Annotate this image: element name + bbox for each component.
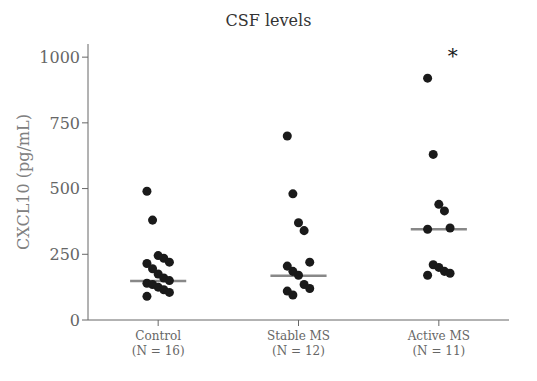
svg-text:0: 0: [70, 311, 80, 330]
svg-text:*: *: [448, 44, 458, 68]
svg-text:500: 500: [49, 179, 80, 198]
svg-text:Stable MS(N = 12): Stable MS(N = 12): [267, 329, 330, 358]
svg-text:Control(N = 16): Control(N = 16): [132, 329, 185, 358]
svg-text:750: 750: [49, 114, 80, 133]
svg-text:250: 250: [49, 245, 80, 264]
svg-text:1000: 1000: [39, 48, 80, 67]
svg-text:Active MS(N = 11): Active MS(N = 11): [407, 329, 470, 358]
html-text:CSF levels: CSF levels: [225, 11, 312, 30]
svg-text:CXCL10 (pg/mL): CXCL10 (pg/mL): [14, 114, 33, 250]
